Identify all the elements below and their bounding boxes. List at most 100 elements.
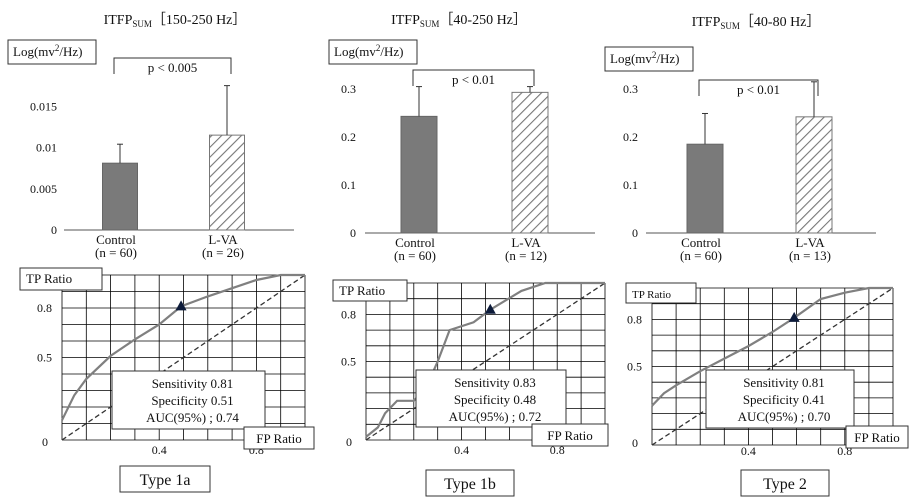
y-axis-label: Log(mv2/Hz) xyxy=(334,43,404,59)
tp-ratio-label: TP Ratio xyxy=(26,271,72,286)
stats-box xyxy=(111,370,266,430)
ylabel-superscript: 2 xyxy=(55,43,60,53)
sensitivity-label: Sensitivity 0.81 xyxy=(152,376,234,391)
bar-chart-title: ITFPSUM［40-250 Hz］ xyxy=(391,12,527,29)
title-subscript: SUM xyxy=(420,19,440,29)
sensitivity-label: Sensitivity 0.83 xyxy=(454,375,536,390)
type-label: Type 1a xyxy=(140,472,191,489)
category-n-label: (n = 60) xyxy=(95,245,137,260)
origin-label: 0 xyxy=(346,435,352,449)
title-range: ［40-250 Hz］ xyxy=(439,12,527,28)
operating-point-marker xyxy=(788,311,800,322)
y-axis-label: Log(mv2/Hz) xyxy=(13,43,83,59)
type-label: Type 2 xyxy=(763,476,807,493)
origin-label: 0 xyxy=(42,435,48,449)
origin-label: 0 xyxy=(632,436,638,450)
ylabel-box xyxy=(7,39,97,65)
fp-ratio-box xyxy=(243,426,315,450)
y-tick-label: 0.8 xyxy=(341,307,356,321)
significance-bracket xyxy=(113,57,232,74)
y-tick-label: 0.015 xyxy=(30,99,57,113)
x-tick-label: 0.4 xyxy=(741,444,756,458)
specificity-label: Specificity 0.51 xyxy=(151,393,233,408)
significance-bracket xyxy=(412,69,535,86)
significance-bracket xyxy=(698,79,819,96)
bar-chart-title: ITFPSUM［40-80 Hz］ xyxy=(692,14,821,31)
category-label: L-VA xyxy=(795,235,825,250)
tp-ratio-label: TP Ratio xyxy=(339,283,385,298)
ylabel-box xyxy=(604,46,694,72)
y-tick-label: 0.3 xyxy=(623,82,638,96)
ylabel-superscript: 2 xyxy=(376,43,381,53)
control-bar xyxy=(400,115,438,234)
auc-label: AUC(95%) ; 0.74 xyxy=(146,410,239,425)
tp-ratio-box xyxy=(332,279,408,302)
title-range: ［150-250 Hz］ xyxy=(152,12,247,28)
category-n-label: (n = 26) xyxy=(202,245,244,260)
roc-curve xyxy=(365,281,605,438)
ylabel-superscript: 2 xyxy=(652,50,657,60)
y-tick-label: 0.2 xyxy=(341,130,356,144)
ylabel-part: /Hz) xyxy=(656,51,679,66)
stats-box xyxy=(705,369,855,429)
fp-ratio-label: FP Ratio xyxy=(854,430,899,445)
category-label: Control xyxy=(395,235,435,250)
sensitivity-label: Sensitivity 0.81 xyxy=(743,375,825,390)
category-n-label: (n = 13) xyxy=(789,248,831,263)
lva-bar xyxy=(511,91,549,234)
ylabel-part: /Hz) xyxy=(380,44,403,59)
control-bar xyxy=(686,143,724,234)
y-tick-label: 0.3 xyxy=(341,82,356,96)
tp-ratio-label: TP Ratio xyxy=(632,289,672,301)
y-tick-label: 0.5 xyxy=(627,360,642,374)
type-label-box xyxy=(740,469,830,497)
roc-curve xyxy=(61,273,305,421)
p-value-label: p < 0.01 xyxy=(737,82,780,97)
title-main: ITFP xyxy=(692,15,721,30)
category-n-label: (n = 60) xyxy=(680,248,722,263)
lva-bar xyxy=(209,134,245,231)
title-subscript: SUM xyxy=(720,21,740,31)
category-label: Control xyxy=(96,232,136,247)
fp-ratio-label: FP Ratio xyxy=(256,431,301,446)
bar-chart-title: ITFPSUM［150-250 Hz］ xyxy=(104,12,247,29)
tp-ratio-box xyxy=(19,267,103,291)
tp-ratio-box xyxy=(625,282,697,304)
type-label-box xyxy=(425,469,515,497)
category-n-label: (n = 60) xyxy=(394,248,436,263)
x-tick-label: 0.4 xyxy=(454,443,469,457)
y-tick-label: 0.5 xyxy=(341,355,356,369)
ylabel-part: Log(mv xyxy=(610,51,652,66)
auc-label: AUC(95%) ; 0.72 xyxy=(449,409,542,424)
category-label: L-VA xyxy=(511,235,541,250)
category-label: Control xyxy=(681,235,721,250)
operating-point-marker xyxy=(175,300,187,311)
y-tick-label: 0.8 xyxy=(627,312,642,326)
ylabel-part: /Hz) xyxy=(59,44,82,59)
y-tick-label: 0 xyxy=(632,226,638,240)
fp-ratio-label: FP Ratio xyxy=(547,428,592,443)
title-subscript: SUM xyxy=(132,19,152,29)
ylabel-box xyxy=(328,39,418,65)
ylabel-part: Log(mv xyxy=(13,44,55,59)
ylabel-part: Log(mv xyxy=(334,44,376,59)
specificity-label: Specificity 0.41 xyxy=(743,392,825,407)
auc-label: AUC(95%) ; 0.70 xyxy=(738,409,831,424)
specificity-label: Specificity 0.48 xyxy=(454,392,536,407)
y-tick-label: 0.1 xyxy=(341,178,356,192)
y-tick-label: 0.2 xyxy=(623,130,638,144)
category-n-label: (n = 12) xyxy=(505,248,547,263)
operating-point-marker xyxy=(484,303,496,314)
title-main: ITFP xyxy=(104,13,133,28)
y-tick-label: 0.1 xyxy=(623,178,638,192)
category-label: L-VA xyxy=(208,232,238,247)
fp-ratio-box xyxy=(845,425,909,449)
p-value-label: p < 0.005 xyxy=(148,60,198,75)
y-tick-label: 0.5 xyxy=(37,351,52,365)
chance-diagonal xyxy=(61,274,306,441)
title-main: ITFP xyxy=(391,13,420,28)
lva-bar xyxy=(795,116,833,234)
y-tick-label: 0.01 xyxy=(36,141,57,155)
p-value-label: p < 0.01 xyxy=(452,72,495,87)
